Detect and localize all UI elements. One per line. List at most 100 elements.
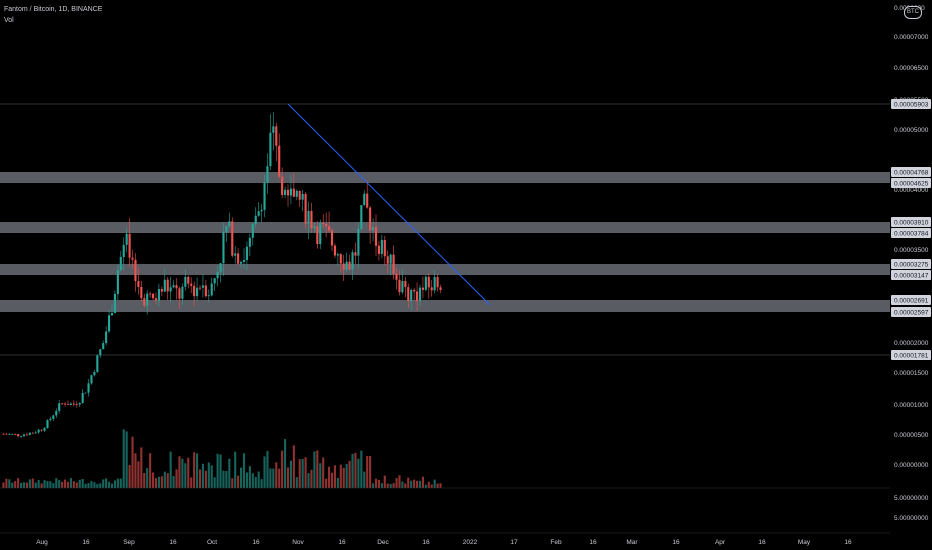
volume-bar (102, 479, 105, 488)
price-axis-tick-label: 0.00001500 (894, 370, 929, 377)
horizontal-line-layer (0, 103, 890, 356)
candle-body (310, 210, 313, 229)
descending-trendline[interactable] (287, 103, 491, 306)
volume-bar (278, 468, 281, 488)
candle-body (275, 126, 278, 146)
candle-body (201, 285, 204, 288)
candle-body (196, 287, 199, 297)
candle-body (149, 293, 152, 295)
candle-body (313, 226, 316, 229)
volume-bar (272, 468, 275, 488)
time-axis-label: 16 (672, 539, 680, 546)
volume-indicator-label[interactable]: Vol (4, 17, 14, 24)
volume-bar (17, 478, 20, 488)
price-axis-tick-label: 0.00007000 (894, 34, 929, 41)
price-tag (891, 99, 931, 109)
candle-body (354, 252, 357, 256)
candle-body (372, 227, 375, 231)
candle-body (392, 254, 395, 274)
time-axis-label: Sep (123, 539, 135, 546)
volume-bar (316, 450, 319, 488)
support-resistance-zone[interactable] (0, 300, 890, 312)
candle-body (113, 293, 116, 314)
volume-bar (28, 479, 31, 488)
volume-bar (55, 478, 58, 488)
volume-bar (348, 460, 351, 488)
candle-body (2, 433, 5, 435)
volume-bar (328, 466, 331, 488)
volume-bar (69, 478, 72, 488)
candle-body (43, 427, 46, 431)
time-axis[interactable]: Aug 16 Sep 16 Oct 16 Nov 16 Dec 16 2022 17 Feb 16 Mar 1… (36, 539, 852, 546)
volume-bar (11, 482, 14, 488)
candle-body (143, 298, 146, 306)
volume-bar (407, 477, 410, 488)
volume-bar (430, 484, 433, 488)
candle-body (386, 256, 389, 264)
volume-bar (99, 483, 102, 488)
candle-body (401, 280, 404, 293)
candle-body (14, 433, 17, 435)
price-tag-label: 0.00003147 (894, 272, 929, 279)
volume-bar (166, 473, 169, 488)
volume-bar (49, 481, 52, 488)
candle-body (52, 415, 55, 419)
candle-body (234, 253, 237, 256)
volume-bar (289, 460, 292, 488)
time-axis-label: Nov (292, 539, 304, 546)
candle-body (25, 434, 28, 436)
candle-body (140, 286, 143, 299)
volume-bar (34, 482, 37, 488)
candle-body (342, 263, 345, 270)
candle-body (245, 246, 248, 261)
volume-bar (134, 453, 137, 488)
volume-bar (5, 478, 8, 488)
candle-body (328, 226, 331, 231)
candle-body (418, 287, 422, 301)
support-resistance-zone[interactable] (0, 222, 890, 233)
volume-bar (237, 475, 240, 488)
volume-bar (152, 472, 155, 488)
candle-body (169, 287, 172, 292)
candle-body (105, 331, 108, 344)
candle-body (228, 221, 231, 227)
support-resistance-zone[interactable] (0, 172, 890, 183)
candle-body (204, 285, 207, 297)
candle-body (389, 254, 392, 264)
volume-bar (366, 456, 369, 488)
volume-bar (392, 483, 395, 488)
candle-body (128, 233, 131, 258)
volume-bar (242, 453, 246, 488)
candle-body (289, 188, 292, 196)
volume-bar (345, 464, 348, 488)
support-resistance-zone[interactable] (0, 264, 890, 275)
volume-axis: 5.00000000 5.00000000 (894, 495, 929, 522)
volume-bar (178, 456, 181, 488)
candle-body (17, 434, 20, 437)
price-tag-label: 0.00005903 (894, 101, 929, 108)
candle-body (260, 209, 263, 212)
candle-body (380, 240, 383, 254)
candle-body (369, 207, 372, 231)
time-axis-label: Mar (626, 539, 638, 546)
volume-bar (216, 453, 219, 488)
volume-bar (424, 484, 427, 488)
candle-body (292, 188, 295, 197)
volume-bar (66, 481, 70, 488)
price-tag (891, 217, 931, 227)
currency-badge[interactable]: BTC (904, 6, 922, 19)
candle-body (266, 166, 269, 183)
candle-body (281, 176, 284, 195)
symbol-title[interactable]: Fantom / Bitcoin, 1D, BINANCE (4, 6, 103, 13)
volume-bar (357, 458, 360, 488)
price-axis-tick-label: 0.00006500 (894, 65, 929, 72)
volume-bar (143, 473, 146, 488)
price-tag-label: 0.00003784 (894, 230, 929, 237)
candle-body (22, 434, 26, 437)
volume-bar (284, 439, 287, 488)
volume-bar (339, 464, 342, 488)
volume-bar (110, 483, 114, 488)
candle-body (11, 433, 14, 435)
candle-body (119, 256, 122, 270)
